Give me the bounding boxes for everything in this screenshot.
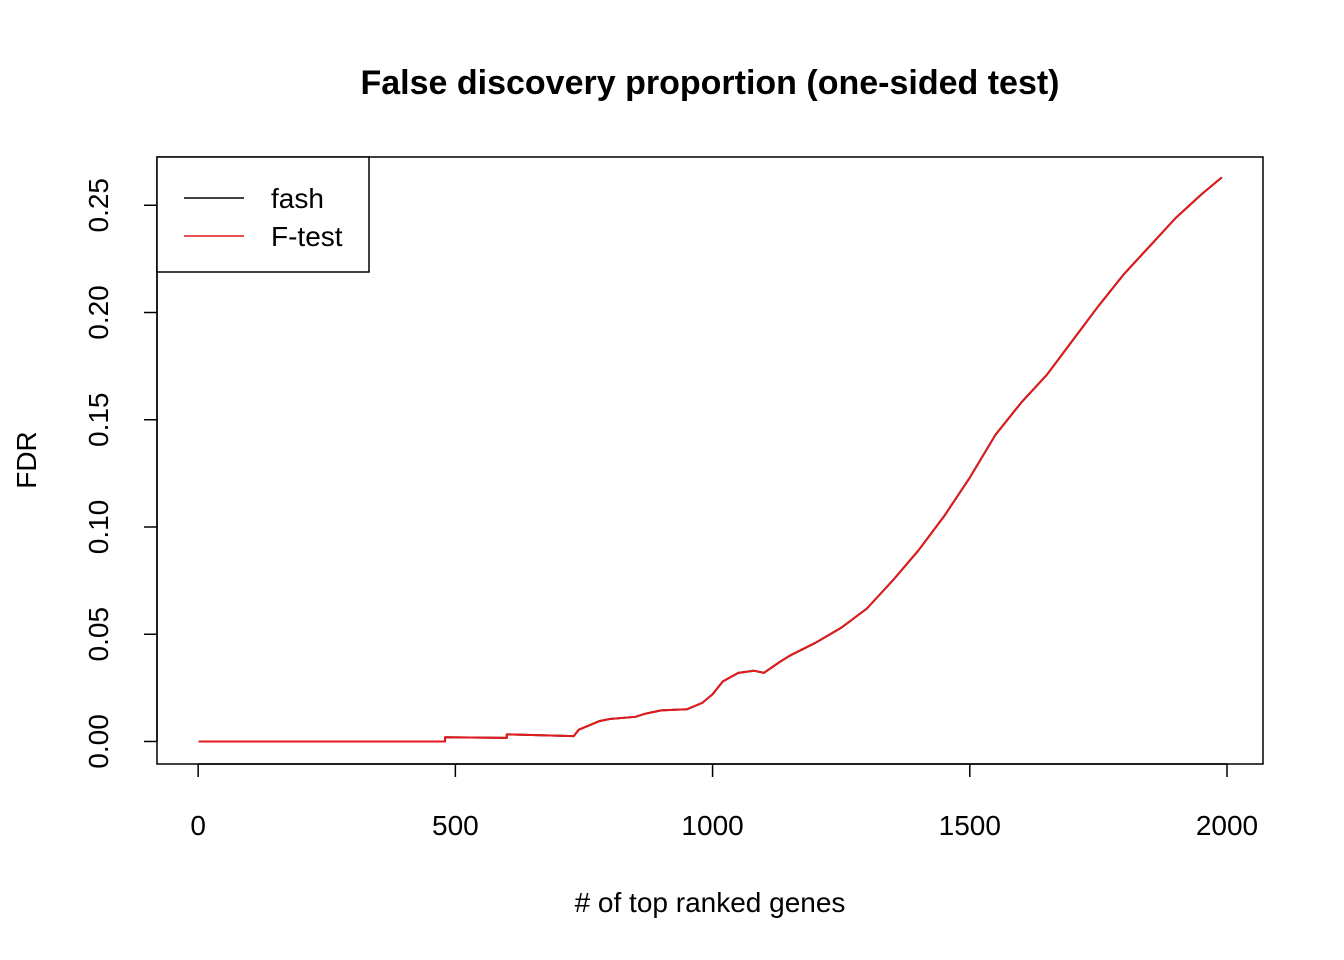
legend-label-f-test: F-test <box>271 221 343 252</box>
y-tick-label: 0.05 <box>83 607 114 662</box>
x-tick-label: 0 <box>190 810 206 841</box>
x-tick-label: 2000 <box>1196 810 1258 841</box>
y-tick-label: 0.10 <box>83 500 114 555</box>
x-tick-label: 1000 <box>681 810 743 841</box>
legend-box <box>157 157 369 272</box>
x-tick-label: 1500 <box>939 810 1001 841</box>
y-tick-label: 0.25 <box>83 178 114 233</box>
y-tick-label: 0.20 <box>83 285 114 340</box>
x-tick-label: 500 <box>432 810 479 841</box>
chart-title: False discovery proportion (one-sided te… <box>360 64 1059 102</box>
legend: fash F-test <box>157 157 369 272</box>
x-axis-label: # of top ranked genes <box>575 887 846 918</box>
legend-label-fash: fash <box>271 183 324 214</box>
y-axis-label: FDR <box>11 431 42 489</box>
y-tick-label: 0.00 <box>83 714 114 769</box>
y-tick-label: 0.15 <box>83 392 114 447</box>
y-axis: 0.00 0.05 0.10 0.15 0.20 0.25 <box>83 178 157 769</box>
x-axis: 0 500 1000 1500 2000 <box>190 764 1258 841</box>
